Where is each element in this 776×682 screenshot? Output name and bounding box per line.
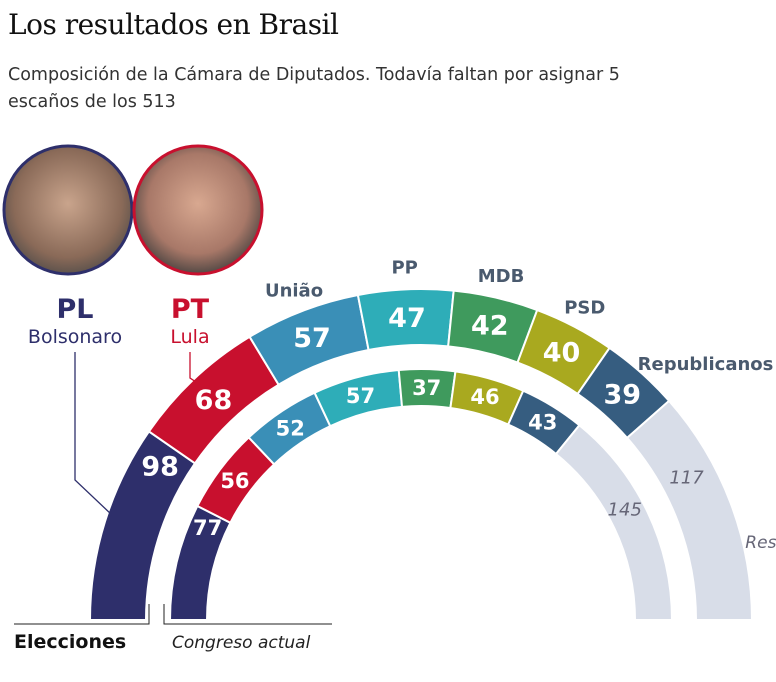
value-label-congreso-actual-pl: 77 [193,516,222,540]
leader-photos [2,144,264,276]
value-label-elecciones-pp: 47 [388,303,426,334]
party-label-republicanos: Republicanos [638,354,774,375]
value-label-elecciones-resto: 117 [669,468,704,489]
value-label-congreso-actual-republicanos: 43 [528,410,557,434]
party-label-resto: Resto [745,533,776,553]
value-label-congreso-actual-pt: 56 [220,469,249,493]
pl-party-label: PL [57,294,94,325]
party-label-mdb: MDB [478,266,525,287]
pl-leader-line [74,352,113,516]
arc-elecciones-resto [625,399,754,621]
value-label-congreso-actual-pp: 57 [346,384,375,408]
value-label-elecciones-pt: 68 [195,385,233,416]
value-label-elecciones-pl: 98 [141,451,179,482]
party-label-uniao: União [265,281,323,302]
elecciones-bracket [14,604,150,625]
bolsonaro-photo [2,144,134,276]
party-label-psd: PSD [564,297,605,318]
legend-elecciones: Elecciones [14,631,126,653]
pl-leader-name: Bolsonaro [28,326,122,348]
legend-congreso-actual: Congreso actual [172,633,311,653]
value-label-elecciones-uniao: 57 [293,323,331,354]
pt-leader-line [189,352,206,389]
arc-congreso-actual-resto [554,423,674,621]
value-label-congreso-actual-mdb: 37 [412,376,441,400]
value-label-congreso-actual-resto: 145 [608,500,642,521]
value-label-elecciones-republicanos: 39 [604,379,642,410]
value-label-congreso-actual-uniao: 52 [276,416,305,440]
lula-photo [132,144,264,276]
legend: Elecciones Congreso actual [14,604,332,653]
pt-leader-name: Lula [170,326,209,348]
party-label-pp: PP [391,257,417,278]
pt-party-label: PT [171,294,210,325]
chart-title: Los resultados en Brasil [8,8,339,41]
chart-subtitle: Composición de la Cámara de Diputados. T… [8,65,620,112]
value-label-elecciones-psd: 40 [543,337,581,368]
congreso-bracket [163,604,332,625]
value-label-congreso-actual-psd: 46 [470,385,499,409]
value-label-elecciones-mdb: 42 [471,311,509,342]
